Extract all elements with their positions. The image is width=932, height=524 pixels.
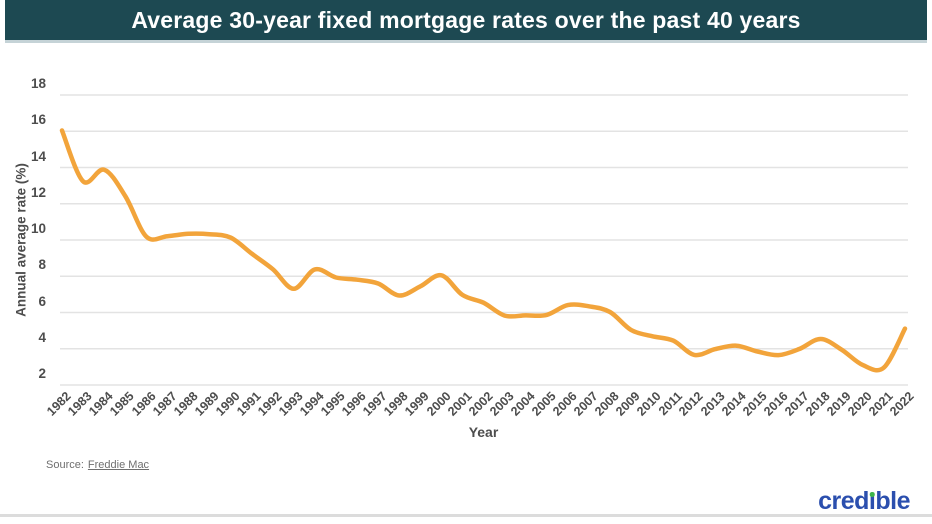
logo-letter-i: ı: [868, 487, 876, 516]
y-tick-label: 2: [38, 366, 46, 381]
logo-text-ble: ble: [875, 487, 910, 515]
y-tick-label: 16: [30, 112, 46, 128]
y-tick-label: 12: [30, 184, 46, 200]
y-tick-label: 6: [38, 293, 46, 309]
logo-dotless-i: ı: [868, 487, 876, 515]
bottom-divider: [0, 514, 932, 517]
chart-title-banner: Average 30-year fixed mortgage rates ove…: [5, 0, 927, 43]
y-tick-label: 14: [30, 148, 46, 164]
y-tick-label: 10: [30, 221, 46, 236]
y-tick-label: 8: [38, 257, 46, 273]
y-tick-label: 18: [30, 76, 46, 91]
logo-text-cred: cred: [818, 487, 869, 515]
x-axis-title: Year: [468, 424, 499, 440]
source-attribution: Source: Freddie Mac: [46, 459, 149, 471]
freddie-mac-link[interactable]: Freddie Mac: [87, 459, 150, 471]
y-tick-label: 4: [38, 329, 46, 345]
logo-green-dot-icon: [869, 492, 875, 497]
chart-title: Average 30-year fixed mortgage rates ove…: [131, 6, 801, 33]
rate-line-series: [59, 128, 908, 373]
source-prefix: Source:: [46, 459, 84, 471]
credible-logo: credı ble: [818, 487, 910, 516]
